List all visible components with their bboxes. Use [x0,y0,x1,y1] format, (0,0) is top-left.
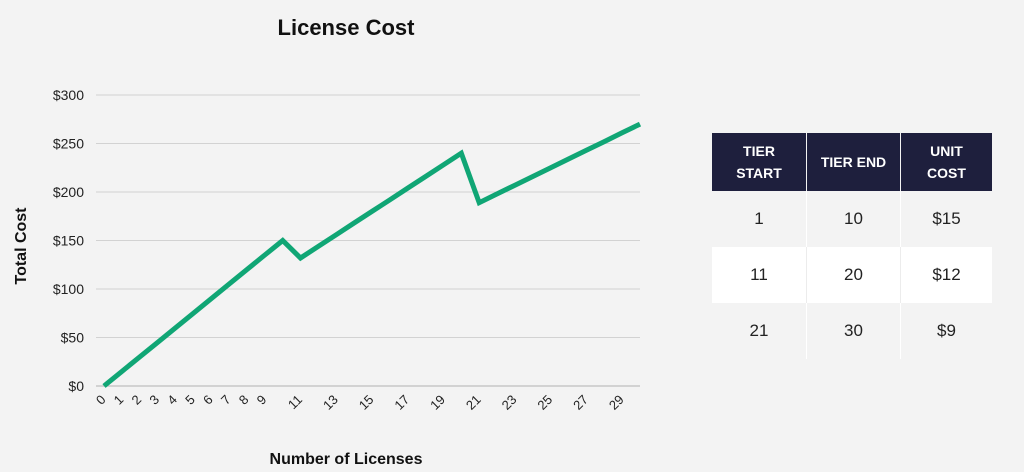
x-tick-label: 3 [146,392,162,408]
table-cell: 21 [712,303,807,359]
header-text: TIER END [820,154,887,170]
y-tick-label: $0 [68,378,84,394]
y-tick-label: $100 [53,281,84,297]
x-tick-label: 6 [200,392,216,408]
x-tick-label: 0 [93,392,109,408]
y-axis-ticks: $0 $50 $100 $150 $200 $250 $300 [53,87,84,394]
series-layer [102,121,642,388]
y-tick-label: $200 [53,184,84,200]
header-text: TIER [743,143,775,159]
y-tick-label: $250 [53,136,84,152]
x-tick-label: 23 [499,392,520,413]
x-tick-label: 1 [111,392,127,408]
y-tick-label: $150 [53,233,84,249]
table-cell: 1 [712,191,807,247]
table-cell: 10 [806,191,901,247]
y-tick-label: $50 [61,330,85,346]
gridlines [96,94,640,387]
table-cell: $15 [900,191,992,247]
x-tick-label: 7 [218,392,234,408]
y-tick-label: $300 [53,87,84,103]
x-tick-label: 9 [254,392,270,408]
x-tick-label: 5 [182,392,198,408]
header-tier-end: TIER END [806,133,901,191]
x-tick-label: 17 [391,392,412,413]
y-axis-title: Total Cost [13,207,30,285]
chart-title: License Cost [278,15,416,40]
x-axis-ticks: 0 1 2 3 4 5 6 7 8 9 11 13 15 17 19 21 23 25 27 29 [93,392,627,413]
table-cell: 20 [806,247,901,303]
table-row: 21 30 $9 [712,303,992,359]
table-cell: $12 [900,247,992,303]
table-row: 1 10 $15 [712,191,992,247]
header-unit-cost: UNIT COST [900,133,992,191]
x-tick-label: 29 [606,392,627,413]
x-tick-label: 13 [320,392,341,413]
header-text: COST [927,165,966,181]
x-tick-label: 8 [236,392,252,408]
x-axis-title: Number of Licenses [270,451,423,468]
header-text: START [736,165,782,181]
x-tick-label: 25 [534,392,555,413]
series-line-0 [102,121,642,388]
table-cell: $9 [900,303,992,359]
table-cell: 11 [712,247,807,303]
table-header-row: TIER START TIER END UNIT COST [712,133,992,191]
x-tick-label: 21 [463,392,484,413]
x-tick-label: 15 [356,392,377,413]
header-tier-start: TIER START [712,133,807,191]
x-tick-label: 27 [570,392,591,413]
table-cell: 30 [806,303,901,359]
x-tick-label: 2 [129,392,145,408]
table-row: 11 20 $12 [712,247,992,303]
x-tick-label: 11 [285,392,305,412]
x-tick-label: 19 [427,392,448,413]
x-tick-label: 4 [164,392,180,408]
tier-pricing-table: TIER START TIER END UNIT COST 1 10 $15 1… [712,133,992,359]
header-text: UNIT [930,143,963,159]
